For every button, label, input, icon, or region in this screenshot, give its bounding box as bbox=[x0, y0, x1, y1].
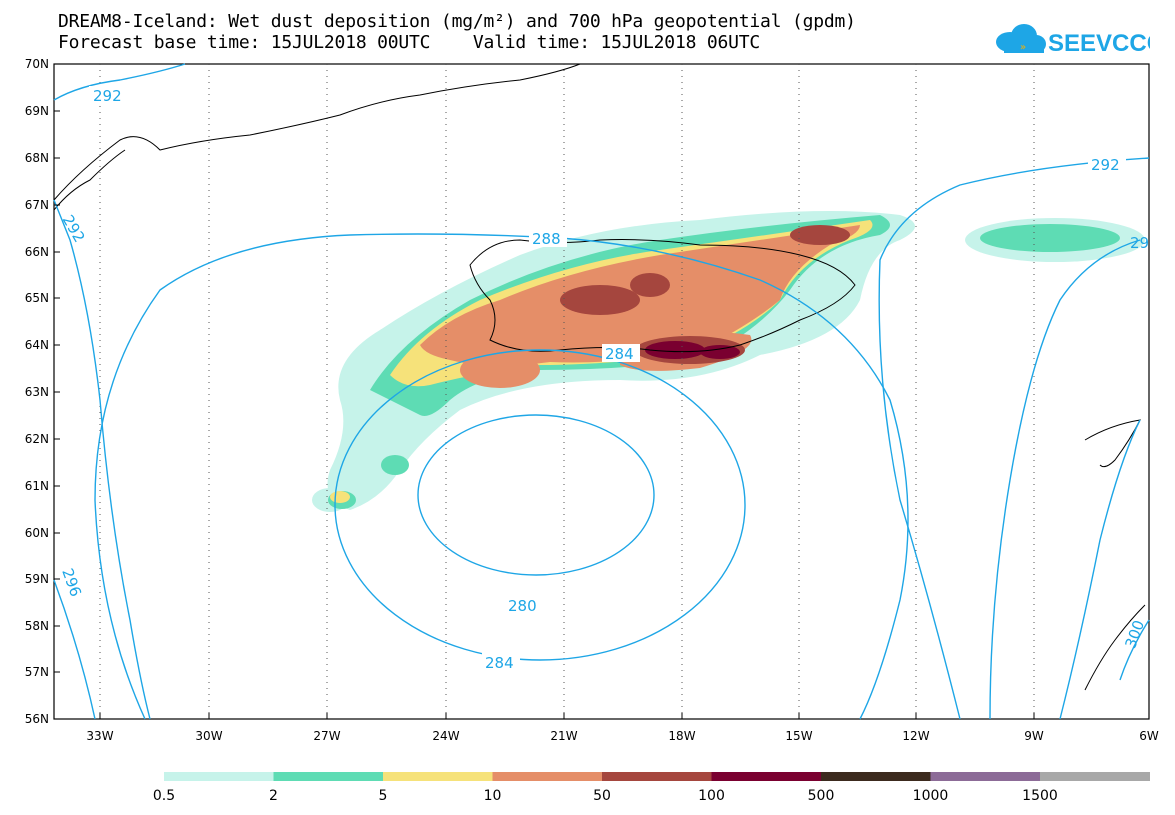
lon-label: 24W bbox=[432, 729, 459, 743]
map-title: DREAM8-Iceland: Wet dust deposition (mg/… bbox=[58, 11, 856, 32]
lat-label: 67N bbox=[25, 198, 49, 212]
legend-label: 50 bbox=[593, 788, 611, 804]
lon-label: 9W bbox=[1024, 729, 1044, 743]
longitude-labels: 33W 30W 27W 24W 21W 18W 15W 12W 9W 6W bbox=[86, 729, 1158, 743]
dust-band-100 bbox=[700, 345, 740, 359]
contour-292-east bbox=[878, 157, 1150, 720]
lat-label: 63N bbox=[25, 385, 49, 399]
dust-band-50 bbox=[630, 273, 670, 297]
lon-label: 15W bbox=[785, 729, 812, 743]
lon-label: 18W bbox=[668, 729, 695, 743]
contour-label: 288 bbox=[532, 230, 561, 248]
dust-band-100 bbox=[645, 341, 705, 359]
contour-292-west bbox=[53, 199, 151, 720]
contour-300 bbox=[1119, 619, 1150, 681]
lat-label: 62N bbox=[25, 432, 49, 446]
lon-label: 21W bbox=[550, 729, 577, 743]
legend-swatch bbox=[383, 772, 493, 781]
contour-292-north bbox=[53, 63, 186, 101]
color-legend: 0.5 2 5 10 50 100 500 1000 1500 bbox=[153, 772, 1150, 804]
greenland-coast bbox=[53, 63, 581, 201]
greenland-coast bbox=[53, 149, 126, 211]
lon-label: 6W bbox=[1139, 729, 1159, 743]
iceland-coast bbox=[469, 239, 856, 353]
contour-label: 29 bbox=[1130, 234, 1149, 252]
legend-swatch bbox=[930, 772, 1041, 781]
contour-label: 292 bbox=[93, 87, 122, 105]
dust-band-50 bbox=[560, 285, 640, 315]
contour-296-east bbox=[1059, 419, 1141, 720]
dust-band-50 bbox=[790, 225, 850, 245]
legend-swatch bbox=[164, 772, 274, 781]
lon-label: 30W bbox=[195, 729, 222, 743]
legend-swatch bbox=[821, 772, 931, 781]
lat-label: 70N bbox=[25, 57, 49, 71]
legend-label: 100 bbox=[698, 788, 725, 804]
map-subtitle: Forecast base time: 15JUL2018 00UTC Vali… bbox=[58, 32, 761, 53]
legend-label: 0.5 bbox=[153, 788, 175, 804]
axis-ticks bbox=[54, 63, 1035, 719]
dust-band-2 bbox=[381, 455, 409, 475]
faroe-coast bbox=[1084, 419, 1141, 468]
svg-text:»: » bbox=[1020, 42, 1026, 53]
dust-band-10 bbox=[460, 352, 540, 388]
legend-swatch bbox=[273, 772, 384, 781]
dust-band-5 bbox=[330, 491, 350, 503]
contour-label: 284 bbox=[605, 345, 634, 363]
logo-text: SEEVCCC bbox=[1048, 30, 1150, 57]
lon-label: 12W bbox=[902, 729, 929, 743]
contour-296 bbox=[989, 239, 1141, 720]
lat-label: 66N bbox=[25, 245, 49, 259]
contour-280 bbox=[417, 414, 655, 576]
lat-label: 56N bbox=[25, 712, 49, 726]
scotland-coast bbox=[1084, 604, 1146, 691]
legend-swatch bbox=[711, 772, 822, 781]
lat-label: 64N bbox=[25, 338, 49, 352]
legend-label: 1500 bbox=[1022, 788, 1058, 804]
cloud-icon: » bbox=[996, 24, 1046, 53]
legend-label: 10 bbox=[484, 788, 502, 804]
contour-label: 280 bbox=[508, 597, 537, 615]
dust-band-2 bbox=[980, 224, 1120, 252]
contour-label: 292 bbox=[1091, 156, 1120, 174]
lat-label: 60N bbox=[25, 526, 49, 540]
dust-deposition-layer bbox=[312, 211, 1145, 512]
coastlines bbox=[53, 63, 1146, 691]
legend-swatch bbox=[1040, 772, 1150, 781]
latitude-labels: 70N 69N 68N 67N 66N 65N 64N 63N 62N 61N … bbox=[25, 57, 49, 726]
lat-label: 59N bbox=[25, 572, 49, 586]
lat-label: 69N bbox=[25, 104, 49, 118]
map-frame bbox=[53, 63, 1150, 720]
contour-284 bbox=[334, 349, 746, 661]
lat-label: 61N bbox=[25, 479, 49, 493]
geopotential-contours bbox=[53, 63, 1150, 720]
lon-label: 27W bbox=[313, 729, 340, 743]
legend-label: 500 bbox=[808, 788, 835, 804]
lat-label: 68N bbox=[25, 151, 49, 165]
contour-label: 284 bbox=[485, 654, 514, 672]
lat-label: 58N bbox=[25, 619, 49, 633]
legend-label: 2 bbox=[269, 788, 278, 804]
legend-label: 1000 bbox=[913, 788, 949, 804]
legend-swatch bbox=[492, 772, 603, 781]
lon-label: 33W bbox=[86, 729, 113, 743]
lat-label: 57N bbox=[25, 665, 49, 679]
contour-296-west bbox=[53, 579, 96, 720]
seevccc-logo: » SEEVCCC bbox=[996, 24, 1150, 57]
legend-label: 5 bbox=[379, 788, 388, 804]
lat-label: 65N bbox=[25, 291, 49, 305]
legend-swatch bbox=[602, 772, 712, 781]
